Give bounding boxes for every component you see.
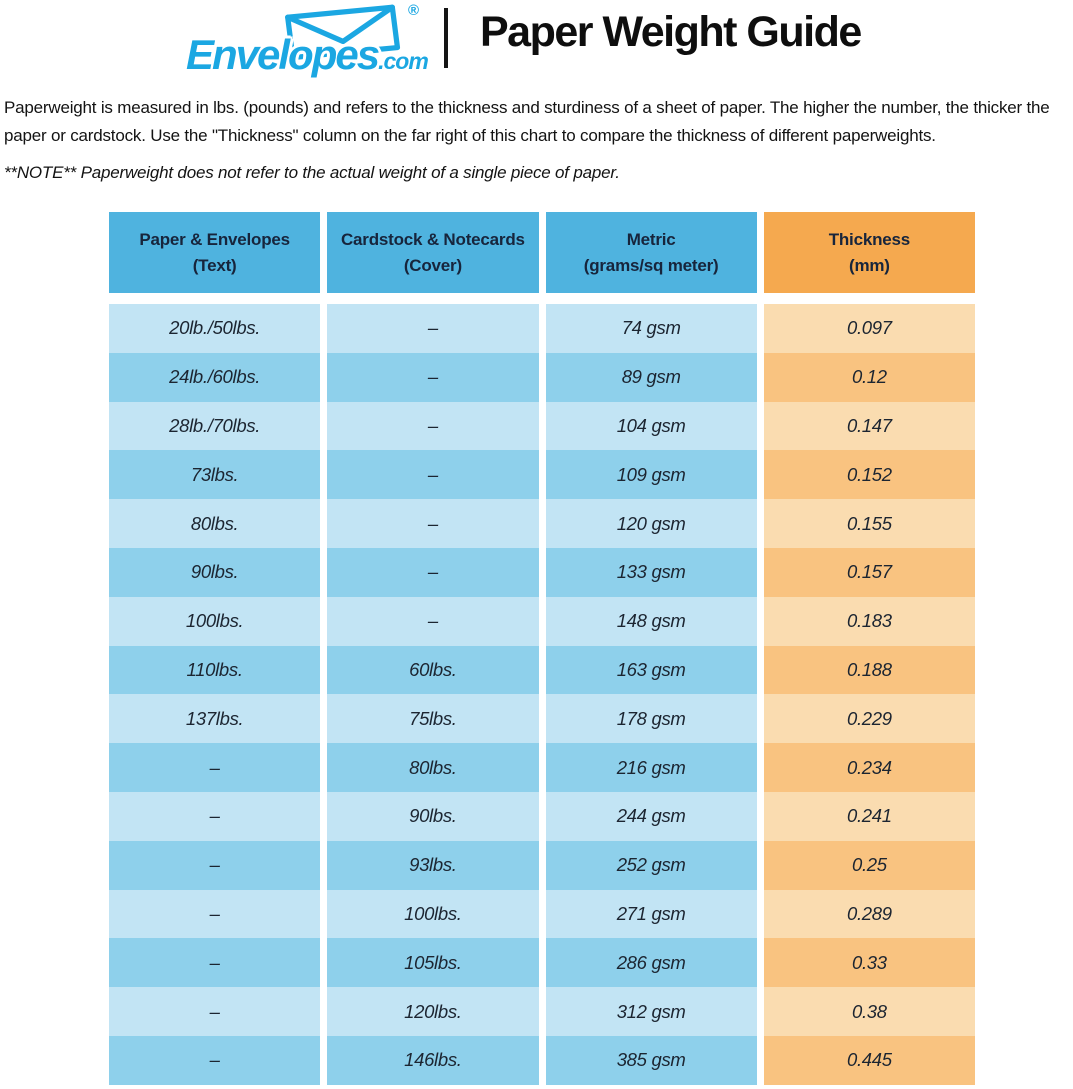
table-cell: 28lb./70lbs. bbox=[109, 401, 321, 451]
table-cell: 120lbs. bbox=[327, 987, 539, 1036]
table-cell: 0.241 bbox=[763, 791, 975, 841]
table-cell: 0.097 bbox=[763, 304, 975, 353]
table-cell: 148 gsm bbox=[545, 596, 757, 646]
table-cell: 0.12 bbox=[763, 352, 975, 402]
logo-tld: .com bbox=[378, 48, 429, 74]
page-title: Paper Weight Guide bbox=[480, 8, 862, 56]
intro-paragraph: Paperweight is measured in lbs. (pounds)… bbox=[4, 98, 1050, 145]
table-cell: 80lbs. bbox=[109, 499, 321, 548]
table-cell: 0.25 bbox=[763, 840, 975, 890]
table-cell: – bbox=[327, 450, 539, 500]
note-paragraph: **NOTE** Paperweight does not refer to t… bbox=[4, 163, 620, 182]
table-cell: 178 gsm bbox=[545, 694, 757, 744]
table-cell: – bbox=[109, 987, 321, 1036]
table-cell: – bbox=[327, 304, 539, 353]
table-cell: – bbox=[109, 743, 321, 792]
table-cell: 93lbs. bbox=[327, 840, 539, 890]
table-header-row: Paper & Envelopes (Text) Cardstock & Notec… bbox=[109, 212, 975, 293]
table-cell: 0.33 bbox=[763, 938, 975, 988]
table-cell: – bbox=[327, 547, 539, 597]
table-cell: 271 gsm bbox=[545, 889, 757, 939]
table-cell: 73lbs. bbox=[109, 450, 321, 500]
table-cell: 163 gsm bbox=[545, 645, 757, 695]
table-cell: – bbox=[109, 1035, 321, 1085]
logo-wordmark: Envelopes.com bbox=[186, 31, 429, 78]
table-body: 20lb./50lbs. –74 gsm 0.097 24lb./60lbs. –89 … bbox=[109, 304, 975, 1085]
table-cell: – bbox=[327, 352, 539, 402]
table-cell: 60lbs. bbox=[327, 645, 539, 695]
table-cell: 75lbs. bbox=[327, 694, 539, 744]
envelopes-logo: ® Envelopes.com bbox=[186, 0, 438, 80]
table-cell: 24lb./60lbs. bbox=[109, 352, 321, 402]
table-cell: 0.289 bbox=[763, 889, 975, 939]
table-cell: – bbox=[109, 889, 321, 939]
table-cell: 0.157 bbox=[763, 547, 975, 597]
table-cell: 0.445 bbox=[763, 1035, 975, 1085]
page-header: ® Envelopes.com Paper Weight Guide bbox=[0, 0, 1073, 84]
table-cell: 216 gsm bbox=[545, 743, 757, 792]
table-cell: 252 gsm bbox=[545, 840, 757, 890]
table-cell: 80lbs. bbox=[327, 743, 539, 792]
column-header: Paper & Envelopes (Text) bbox=[109, 212, 321, 293]
table-cell: 0.152 bbox=[763, 450, 975, 500]
table-cell: 312 gsm bbox=[545, 987, 757, 1036]
logo-brand: Envelopes bbox=[186, 31, 380, 78]
table-cell: 109 gsm bbox=[545, 450, 757, 500]
table-cell: 105lbs. bbox=[327, 938, 539, 988]
table-cell: 0.188 bbox=[763, 645, 975, 695]
table-cell: 385 gsm bbox=[545, 1035, 757, 1085]
envelope-icon bbox=[285, 4, 401, 61]
table-cell: 120 gsm bbox=[545, 499, 757, 548]
table-cell: – bbox=[109, 840, 321, 890]
column-header: Cardstock & Notecards (Cover) bbox=[327, 212, 539, 293]
table-cell: 133 gsm bbox=[545, 547, 757, 597]
table-cell: 146lbs. bbox=[327, 1035, 539, 1085]
table-cell: 0.38 bbox=[763, 987, 975, 1036]
table-cell: 286 gsm bbox=[545, 938, 757, 988]
table-cell: 0.155 bbox=[763, 499, 975, 548]
table-cell: 0.147 bbox=[763, 401, 975, 451]
table-cell: – bbox=[327, 401, 539, 451]
table-cell: – bbox=[327, 499, 539, 548]
table-cell: 89 gsm bbox=[545, 352, 757, 402]
table-cell: 104 gsm bbox=[545, 401, 757, 451]
table-cell: 74 gsm bbox=[545, 304, 757, 353]
table-cell: 90lbs. bbox=[109, 547, 321, 597]
table-cell: 137lbs. bbox=[109, 694, 321, 744]
table-cell: 244 gsm bbox=[545, 791, 757, 841]
header-divider bbox=[444, 8, 448, 68]
table-cell: 20lb./50lbs. bbox=[109, 304, 321, 353]
table-cell: – bbox=[109, 791, 321, 841]
table-cell: – bbox=[109, 938, 321, 988]
column-header: Metric (grams/sq meter) bbox=[545, 212, 757, 293]
column-header: Thickness (mm) bbox=[763, 212, 975, 293]
paper-weight-table: Paper & Envelopes (Text) Cardstock & Notec… bbox=[109, 212, 975, 1085]
table-cell: 100lbs. bbox=[109, 596, 321, 646]
table-cell: – bbox=[327, 596, 539, 646]
table-cell: 110lbs. bbox=[109, 645, 321, 695]
table-cell: 100lbs. bbox=[327, 889, 539, 939]
table-cell: 90lbs. bbox=[327, 791, 539, 841]
table-cell: 0.229 bbox=[763, 694, 975, 744]
table-cell: 0.183 bbox=[763, 596, 975, 646]
table-cell: 0.234 bbox=[763, 743, 975, 792]
registered-mark: ® bbox=[408, 2, 420, 19]
